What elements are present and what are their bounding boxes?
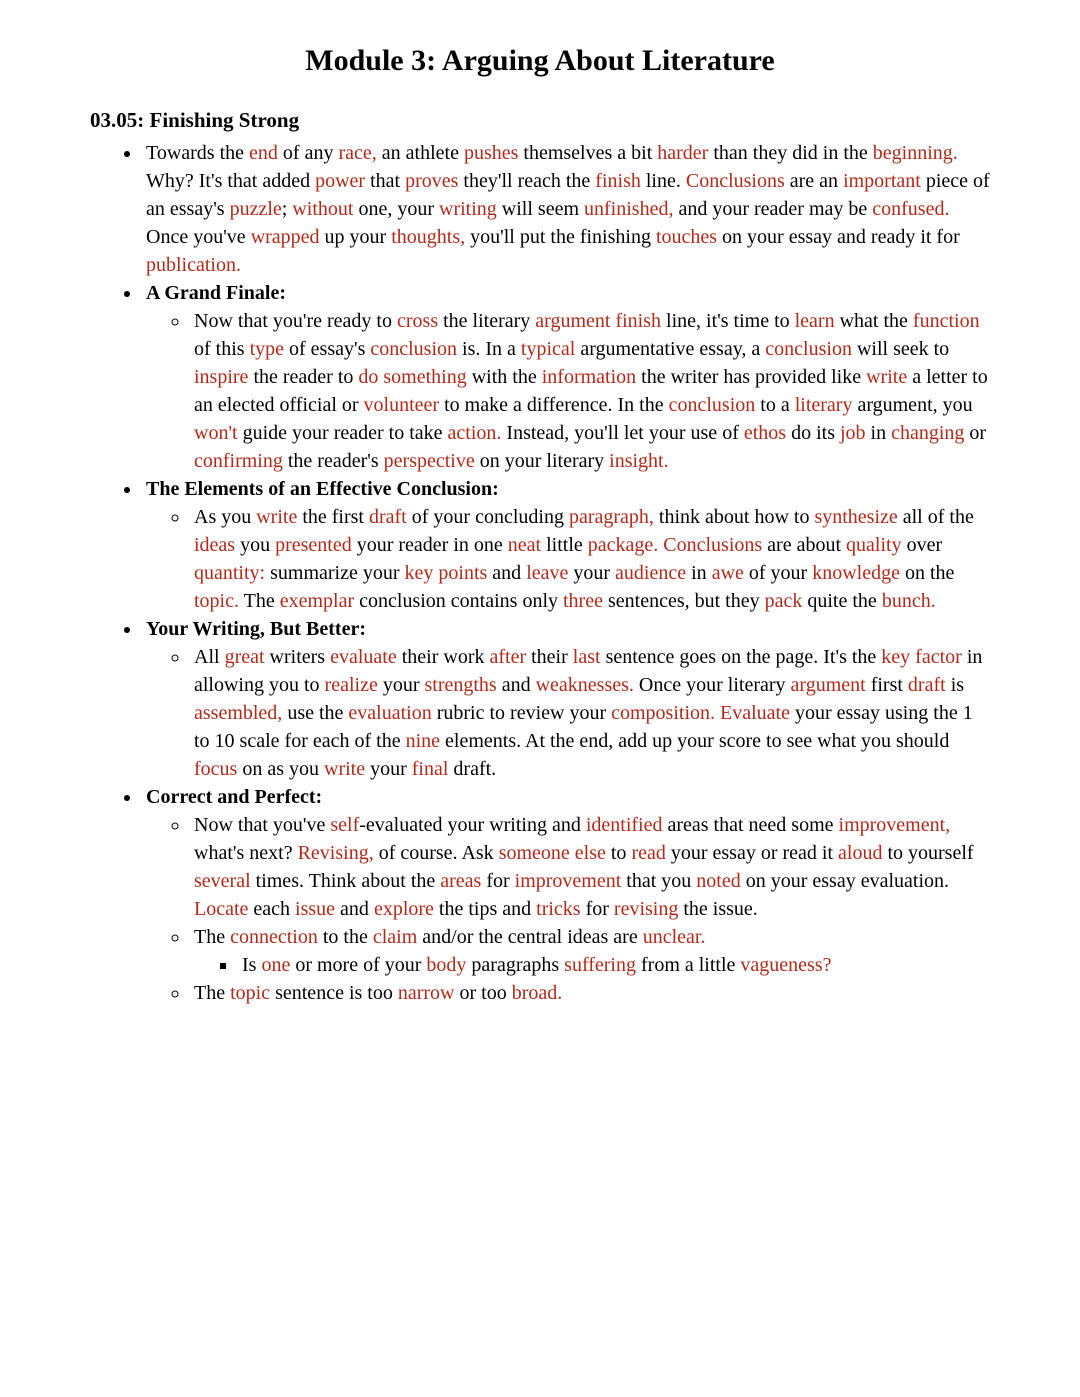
list-item: Now that you've self-evaluated your writ… (190, 811, 990, 923)
page-title: Module 3: Arguing About Literature (90, 40, 990, 82)
subheading: Correct and Perfect: (146, 786, 322, 808)
list-item: Towards the end of any race, an athlete … (142, 139, 990, 279)
list-item: Now that you're ready to cross the liter… (190, 307, 990, 475)
list-item: The connection to the claim and/or the c… (190, 923, 990, 979)
list-item: All great writers evaluate their work af… (190, 643, 990, 783)
subheading: The Elements of an Effective Conclusion: (146, 478, 499, 500)
list-item: Correct and Perfect: Now that you've sel… (142, 783, 990, 1007)
list-item: The topic sentence is too narrow or too … (190, 979, 990, 1007)
subheading: A Grand Finale: (146, 282, 286, 304)
outline-list: Towards the end of any race, an athlete … (90, 139, 990, 1007)
list-item: Your Writing, But Better: All great writ… (142, 615, 990, 783)
section-heading: 03.05: Finishing Strong (90, 106, 990, 135)
subheading: Your Writing, But Better: (146, 618, 366, 640)
list-item: Is one or more of your body paragraphs s… (238, 951, 990, 979)
list-item: The Elements of an Effective Conclusion:… (142, 475, 990, 615)
list-item: A Grand Finale: Now that you're ready to… (142, 279, 990, 475)
list-item: As you write the first draft of your con… (190, 503, 990, 615)
